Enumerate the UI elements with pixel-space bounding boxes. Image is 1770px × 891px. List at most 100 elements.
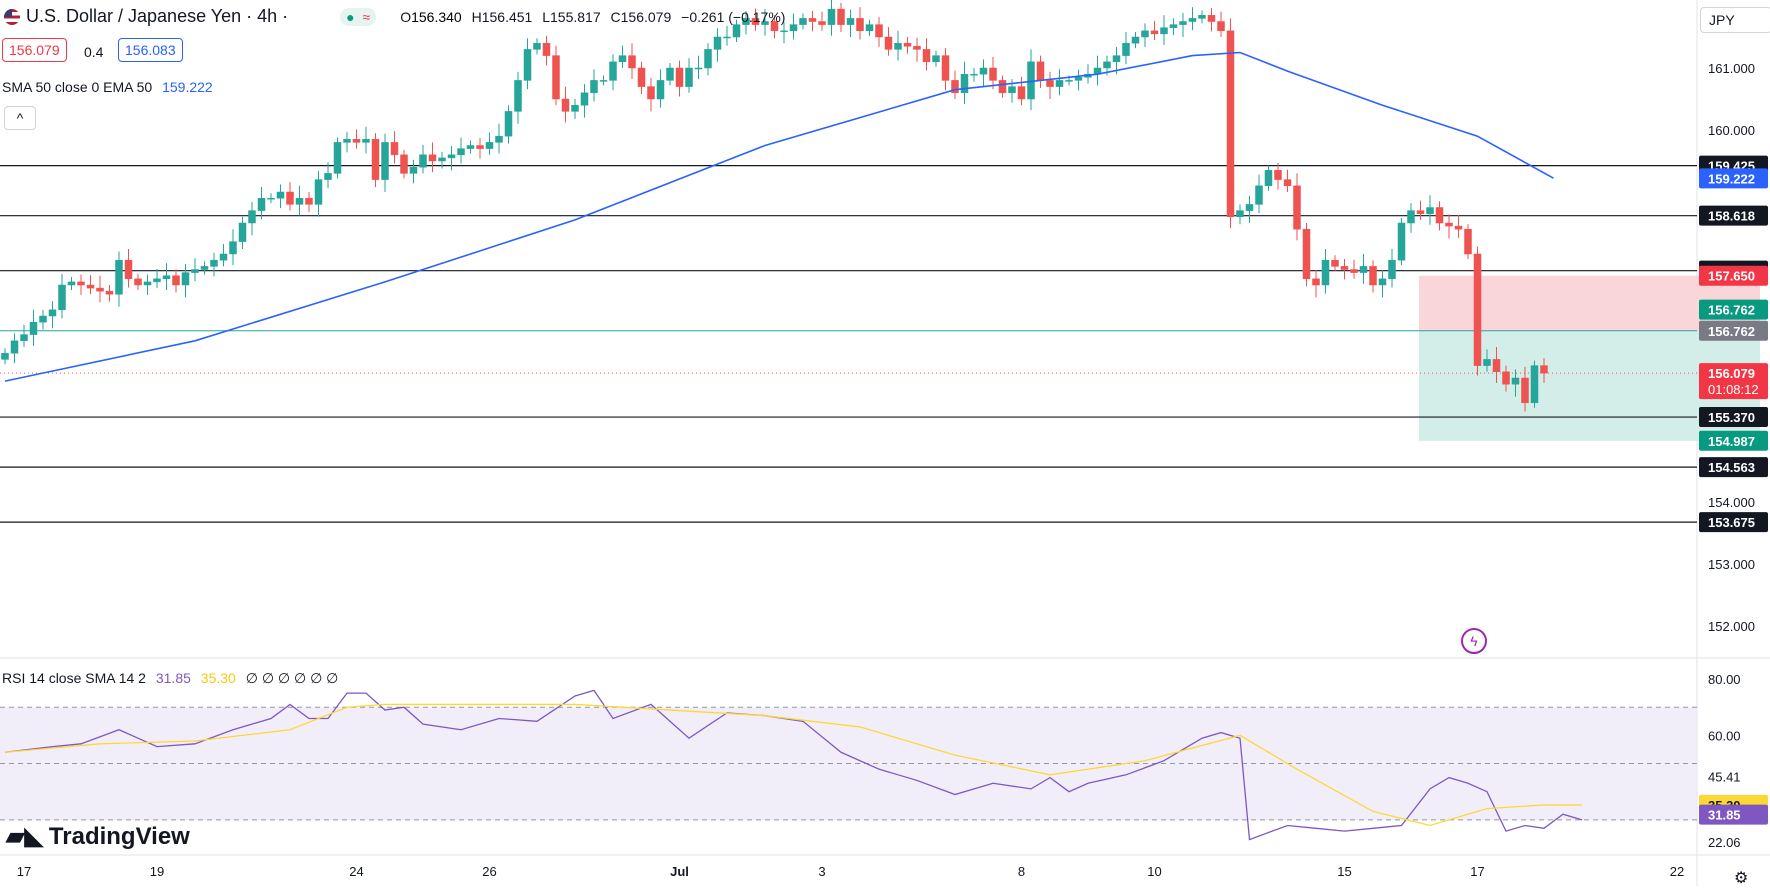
candle-body [295, 197, 304, 205]
rsi-sma-line [4, 703, 1582, 827]
candle-body [1036, 61, 1045, 81]
market-status-badge[interactable]: ● ≈ [340, 7, 377, 26]
level-axis-label-bg [1699, 512, 1768, 533]
symbol-title[interactable]: U.S. Dollar / Japanese Yen · 4h · [26, 6, 289, 26]
indicator-value: 159.222 [162, 79, 213, 95]
candle-body [10, 340, 19, 354]
candle-body [922, 49, 931, 63]
level-axis-label: 153.675 [1708, 515, 1755, 530]
rsi-extra: ∅ ∅ ∅ ∅ ∅ ∅ [245, 670, 339, 686]
candle-body [713, 36, 722, 50]
candle-body [286, 191, 294, 205]
level-axis-label: 158.618 [1708, 209, 1755, 224]
ema-50-line [4, 51, 1554, 382]
rsi-legend[interactable]: RSI 14 close SMA 14 2 31.85 35.30 ∅ ∅ ∅ … [2, 670, 338, 687]
candle-body [1150, 30, 1159, 35]
candle-body [1302, 228, 1311, 280]
settings-gear-icon[interactable]: ⚙ [1734, 870, 1749, 887]
candle-body [742, 18, 750, 25]
rsi-axis-label-value-bg [1699, 804, 1768, 825]
time-tick-label: 8 [1018, 864, 1025, 879]
candle-body [29, 321, 38, 335]
collapse-legend-button[interactable]: ^ [4, 106, 36, 130]
tradingview-logo[interactable]: ▰◣ TradingView [6, 822, 190, 851]
candle-body [751, 18, 760, 25]
us-flag-icon [4, 8, 20, 25]
rsi-tick-label: 80.00 [1708, 672, 1741, 687]
candle-body [1540, 365, 1548, 374]
candle-body [846, 18, 855, 25]
candle-body [210, 259, 218, 267]
candle-body [438, 157, 446, 162]
indicator-legend[interactable]: SMA 50 close 0 EMA 50 159.222 [2, 79, 213, 95]
candle-body [67, 281, 76, 286]
candle-body [1103, 61, 1111, 69]
candle-body [799, 18, 807, 25]
time-tick-label: Jul [670, 864, 689, 879]
candle-body [875, 24, 883, 38]
candle-body [1074, 77, 1083, 81]
candle-body [542, 42, 551, 56]
candles-group [1, 0, 1548, 412]
candle-body [1245, 204, 1254, 211]
stop-axis-label-bg [1699, 265, 1768, 286]
candle-body [409, 166, 418, 174]
candle-body [1293, 185, 1301, 230]
ohlc-open: 156.340 [411, 8, 462, 25]
candle-body [305, 197, 313, 205]
current-price-axis-label-bg [1699, 363, 1768, 400]
candle-body [1435, 207, 1444, 224]
candle-body [476, 145, 484, 149]
candle-body [951, 80, 959, 94]
candle-body [523, 49, 532, 81]
ohlc-high: 156.451 [481, 8, 533, 25]
level-axis-label: 154.563 [1708, 460, 1755, 475]
candle-body [1226, 30, 1235, 218]
candle-body [115, 259, 123, 295]
time-tick-label: 10 [1147, 864, 1161, 879]
candle-body [1426, 207, 1434, 214]
candle-body [1416, 210, 1425, 214]
candle-body [1378, 278, 1387, 286]
candle-body [1217, 21, 1225, 32]
time-tick-label: 26 [482, 864, 496, 879]
candle-body [400, 154, 408, 174]
lightning-icon[interactable]: ϟ [1461, 628, 1487, 654]
candle-body [637, 67, 646, 87]
level-axis-label-bg [1699, 457, 1768, 478]
currency-select[interactable]: JPY [1700, 7, 1770, 33]
candle-body [514, 80, 522, 112]
rsi-axis-label-value: 31.85 [1708, 808, 1741, 823]
bid-price-button[interactable]: 156.079 [2, 38, 67, 62]
candle-body [580, 92, 589, 106]
candle-body [675, 67, 684, 87]
candle-body [381, 142, 389, 180]
ohlc-change: −0.261 (−0.17%) [681, 8, 786, 25]
ask-price-button[interactable]: 156.083 [118, 38, 183, 62]
candle-body [1198, 15, 1206, 19]
candle-body [609, 61, 617, 81]
candle-body [818, 21, 826, 25]
candle-body [1131, 36, 1140, 44]
tradingview-logo-text: TradingView [48, 822, 190, 850]
candle-body [913, 46, 921, 50]
candle-body [1274, 170, 1282, 180]
entry-axis-label-bg [1699, 299, 1768, 320]
candle-body [1283, 179, 1292, 187]
rsi-tick-label: 60.00 [1708, 728, 1741, 743]
candle-body [77, 281, 85, 286]
time-tick-label: 19 [150, 864, 164, 879]
entry-axis-label: 156.762 [1708, 303, 1755, 318]
candle-body [561, 98, 570, 112]
target-axis-label-bg [1699, 430, 1768, 451]
candle-body [894, 42, 902, 50]
candle-body [732, 24, 741, 38]
candle-body [960, 73, 969, 94]
level-axis-label-bg [1699, 407, 1768, 428]
candle-body [153, 278, 161, 283]
candle-body [314, 179, 323, 205]
target-axis-label: 154.987 [1708, 434, 1755, 449]
candle-body [903, 42, 912, 47]
